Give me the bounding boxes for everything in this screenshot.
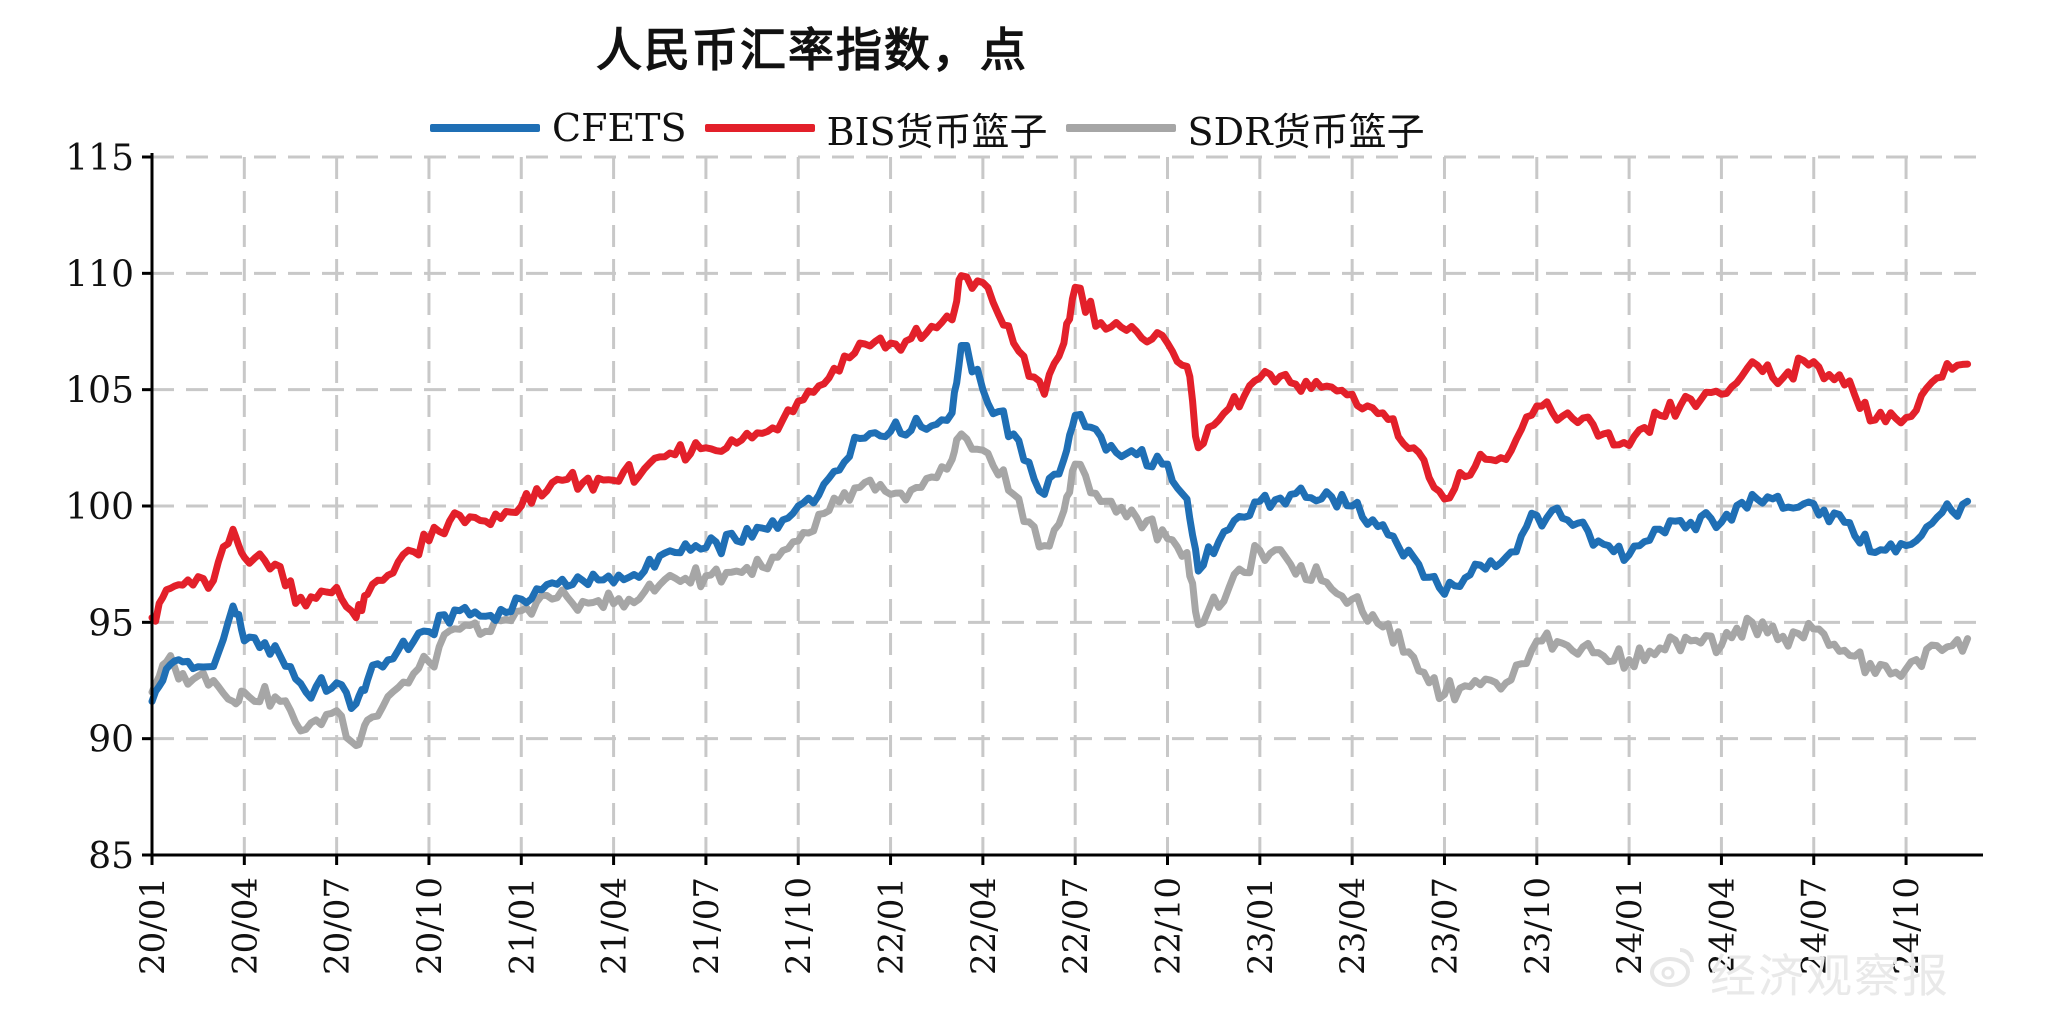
x-tick-label: 24/07: [1795, 877, 1835, 975]
y-tick-label: 85: [88, 836, 134, 877]
axes: 85 90 95 100 105 110 115 20/01 20/04 20/07 20/10 21…: [65, 138, 1983, 975]
y-tick-label: 95: [88, 603, 134, 644]
x-tick-label: 21/04: [595, 877, 635, 975]
x-tick-label: 21/01: [502, 877, 542, 975]
series-line-cfets: [148, 342, 1972, 712]
x-tick-label: 22/01: [872, 877, 912, 975]
x-tick-label: 23/10: [1518, 877, 1558, 975]
legend-item-cfets: CFETS: [430, 106, 687, 150]
legend-swatch-bis: [704, 124, 815, 132]
x-tick-label: 23/01: [1241, 877, 1281, 975]
x-tick-label: 20/04: [225, 877, 265, 975]
series-line-sdr: [148, 430, 1972, 750]
legend-label-sdr: SDR货币篮子: [1187, 109, 1425, 154]
x-tick-label: 20/01: [133, 877, 173, 975]
chart-legend: CFETS BIS货币篮子 SDR货币篮子: [430, 100, 1443, 156]
y-tick-label: 115: [65, 138, 134, 179]
legend-swatch-cfets: [430, 124, 540, 132]
series-line-bis: [148, 272, 1972, 625]
x-tick-label: 24/01: [1610, 877, 1650, 975]
x-tick-label: 23/07: [1425, 877, 1465, 975]
y-tick-label: 90: [88, 720, 134, 761]
legend-label-bis: BIS货币篮子: [826, 109, 1048, 154]
x-tick-label: 22/07: [1056, 877, 1096, 975]
x-tick-label: 21/10: [779, 877, 819, 975]
watermark-text: 经济观察报: [1710, 949, 1950, 1003]
y-tick-label: 105: [65, 371, 134, 412]
legend-item-bis: BIS货币篮子: [704, 101, 1048, 156]
chart-title: 人民币汇率指数，点: [596, 23, 1028, 77]
legend-label-cfets: CFETS: [552, 106, 687, 150]
x-tick-label: 20/10: [410, 877, 450, 975]
weibo-logo-icon: [1650, 948, 1694, 987]
x-tick-label: 24/04: [1702, 877, 1742, 975]
x-tick-label: 22/04: [964, 877, 1004, 975]
x-tick-label: 20/07: [318, 877, 358, 975]
x-tick-label: 22/10: [1149, 877, 1189, 975]
x-tick-label: 23/04: [1333, 877, 1373, 975]
legend-swatch-sdr: [1065, 124, 1176, 132]
x-tick-label: 21/07: [687, 877, 727, 975]
series-lines: [148, 272, 1972, 750]
y-tick-label: 110: [65, 254, 134, 295]
x-tick-label: 24/10: [1887, 877, 1927, 975]
legend-item-sdr: SDR货币篮子: [1065, 101, 1425, 156]
y-tick-label: 100: [65, 487, 134, 528]
